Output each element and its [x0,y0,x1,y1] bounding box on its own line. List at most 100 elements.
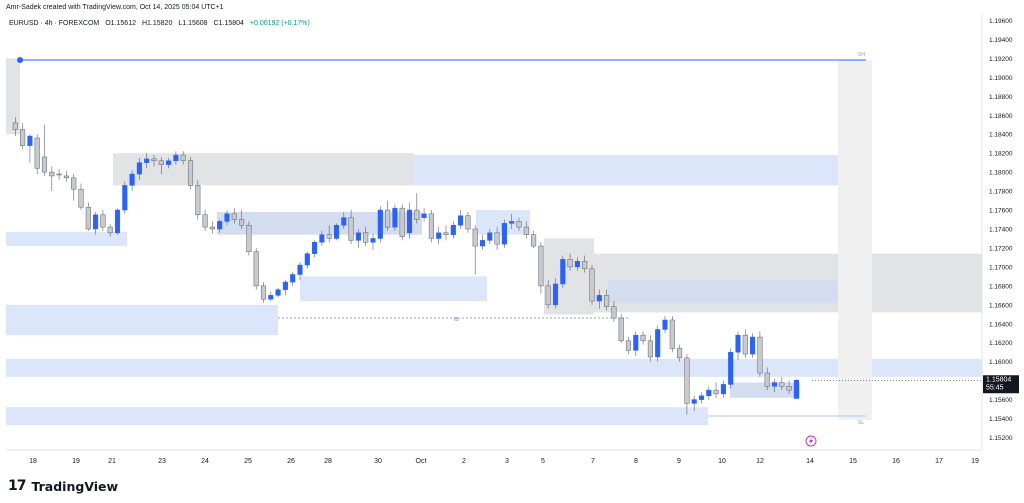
candle-bullish[interactable] [655,329,661,358]
candle-bearish[interactable] [582,260,588,270]
candle-bullish[interactable] [421,213,427,218]
candle-bearish[interactable] [63,175,69,179]
candle-bullish[interactable] [436,232,442,239]
candle-bullish[interactable] [596,295,602,302]
candle-bullish[interactable] [728,351,734,385]
candle-bullish[interactable] [114,209,121,234]
candle-bearish[interactable] [625,340,632,351]
candle-bullish[interactable] [552,283,559,306]
candle-bullish[interactable] [698,395,705,400]
candle-bearish[interactable] [209,226,215,230]
candle-bearish[interactable] [348,217,354,241]
candle-bullish[interactable] [217,221,223,230]
candle-bullish[interactable] [129,173,135,186]
tradingview-brand[interactable]: 17 TradingView [8,478,118,494]
candle-bearish[interactable] [260,285,267,300]
candle-bearish[interactable] [567,259,573,268]
candle-bearish[interactable] [640,334,646,342]
candle-bearish[interactable] [684,357,690,404]
candle-bullish[interactable] [333,224,340,239]
candle-bearish[interactable] [231,213,237,220]
candle-bearish[interactable] [56,173,62,176]
candle-bearish[interactable] [589,268,595,302]
candle-bullish[interactable] [560,259,566,285]
candle-bearish[interactable] [516,221,522,228]
candle-bullish[interactable] [735,334,741,353]
candle-bearish[interactable] [465,215,471,230]
candle-bearish[interactable] [12,122,18,130]
candle-bearish[interactable] [538,245,544,287]
candle-bearish[interactable] [239,219,245,226]
candle-bearish[interactable] [713,389,719,395]
symbol-label[interactable]: EURUSD · 4h · FOREXCOM [9,20,100,27]
price-axis[interactable]: 1.19600 1.19400 1.19200 1.19000 1.18800 1.186… [989,18,1013,442]
time-axis[interactable]: 18 19 21 23 24 25 26 28 30 Oct 2 3 5 7 8 9 10 12 14 15 16 17 1… [29,458,979,465]
candle-bullish[interactable] [662,319,668,330]
candle-bullish[interactable] [297,264,303,275]
candle-bullish[interactable] [304,253,310,266]
candle-bullish[interactable] [479,240,486,247]
candle-bullish[interactable] [166,160,172,165]
candle-bearish[interactable] [20,129,26,146]
candle-bearish[interactable] [757,336,763,374]
candle-bearish[interactable] [742,334,748,355]
candle-bearish[interactable] [85,206,91,230]
candle-bearish[interactable] [523,226,529,235]
candle-bullish[interactable] [706,389,712,397]
candle-bearish[interactable] [34,137,40,169]
candle-bullish[interactable] [341,217,347,226]
candle-bullish[interactable] [771,382,778,387]
candle-bullish[interactable] [574,260,580,268]
candle-bearish[interactable] [195,185,201,216]
candle-bearish[interactable] [326,234,332,239]
lightning-icon[interactable] [805,435,817,447]
candle-bullish[interactable] [312,242,318,254]
candle-bearish[interactable] [604,295,610,307]
candle-bearish[interactable] [443,232,449,235]
candle-bearish[interactable] [414,209,420,220]
candle-bearish[interactable] [764,372,770,387]
candle-bearish[interactable] [246,224,252,252]
candle-bullish[interactable] [392,207,398,228]
candle-bullish[interactable] [173,154,179,162]
candle-bullish[interactable] [720,384,726,395]
candle-bullish[interactable] [290,274,296,283]
candle-bullish[interactable] [144,158,150,163]
candle-bearish[interactable] [385,209,391,228]
candle-bearish[interactable] [41,156,48,173]
candle-bearish[interactable] [618,317,624,342]
candle-bearish[interactable] [49,171,55,177]
candle-bullish[interactable] [633,334,639,351]
candle-bullish[interactable] [793,380,799,399]
candle-bearish[interactable] [472,228,478,247]
candle-bullish[interactable] [355,232,361,241]
candle-bullish[interactable] [501,223,507,245]
candle-bearish[interactable] [187,160,194,186]
candle-bearish[interactable] [363,232,369,243]
candle-bearish[interactable] [428,213,434,239]
candle-bullish[interactable] [224,213,230,222]
candle-bearish[interactable] [545,285,551,306]
candle-bearish[interactable] [202,214,208,228]
candle-bullish[interactable] [93,214,99,230]
candle-bearish[interactable] [531,234,537,247]
candle-bearish[interactable] [71,177,77,190]
candle-bearish[interactable] [158,160,164,165]
candle-bullish[interactable] [370,238,376,243]
candle-bearish[interactable] [253,251,259,287]
candle-bullish[interactable] [750,336,756,355]
candle-bullish[interactable] [691,399,697,404]
candle-bearish[interactable] [151,158,157,162]
candle-bullish[interactable] [122,185,128,211]
candle-bullish[interactable] [268,295,274,300]
candle-bearish[interactable] [78,188,84,208]
candle-bearish[interactable] [669,319,675,349]
candle-bullish[interactable] [27,135,33,146]
candle-bearish[interactable] [786,386,792,391]
candle-bearish[interactable] [494,232,500,245]
candle-bearish[interactable] [647,340,653,358]
candle-bullish[interactable] [458,215,464,226]
candle-bullish[interactable] [450,224,456,235]
candle-bearish[interactable] [779,382,785,387]
